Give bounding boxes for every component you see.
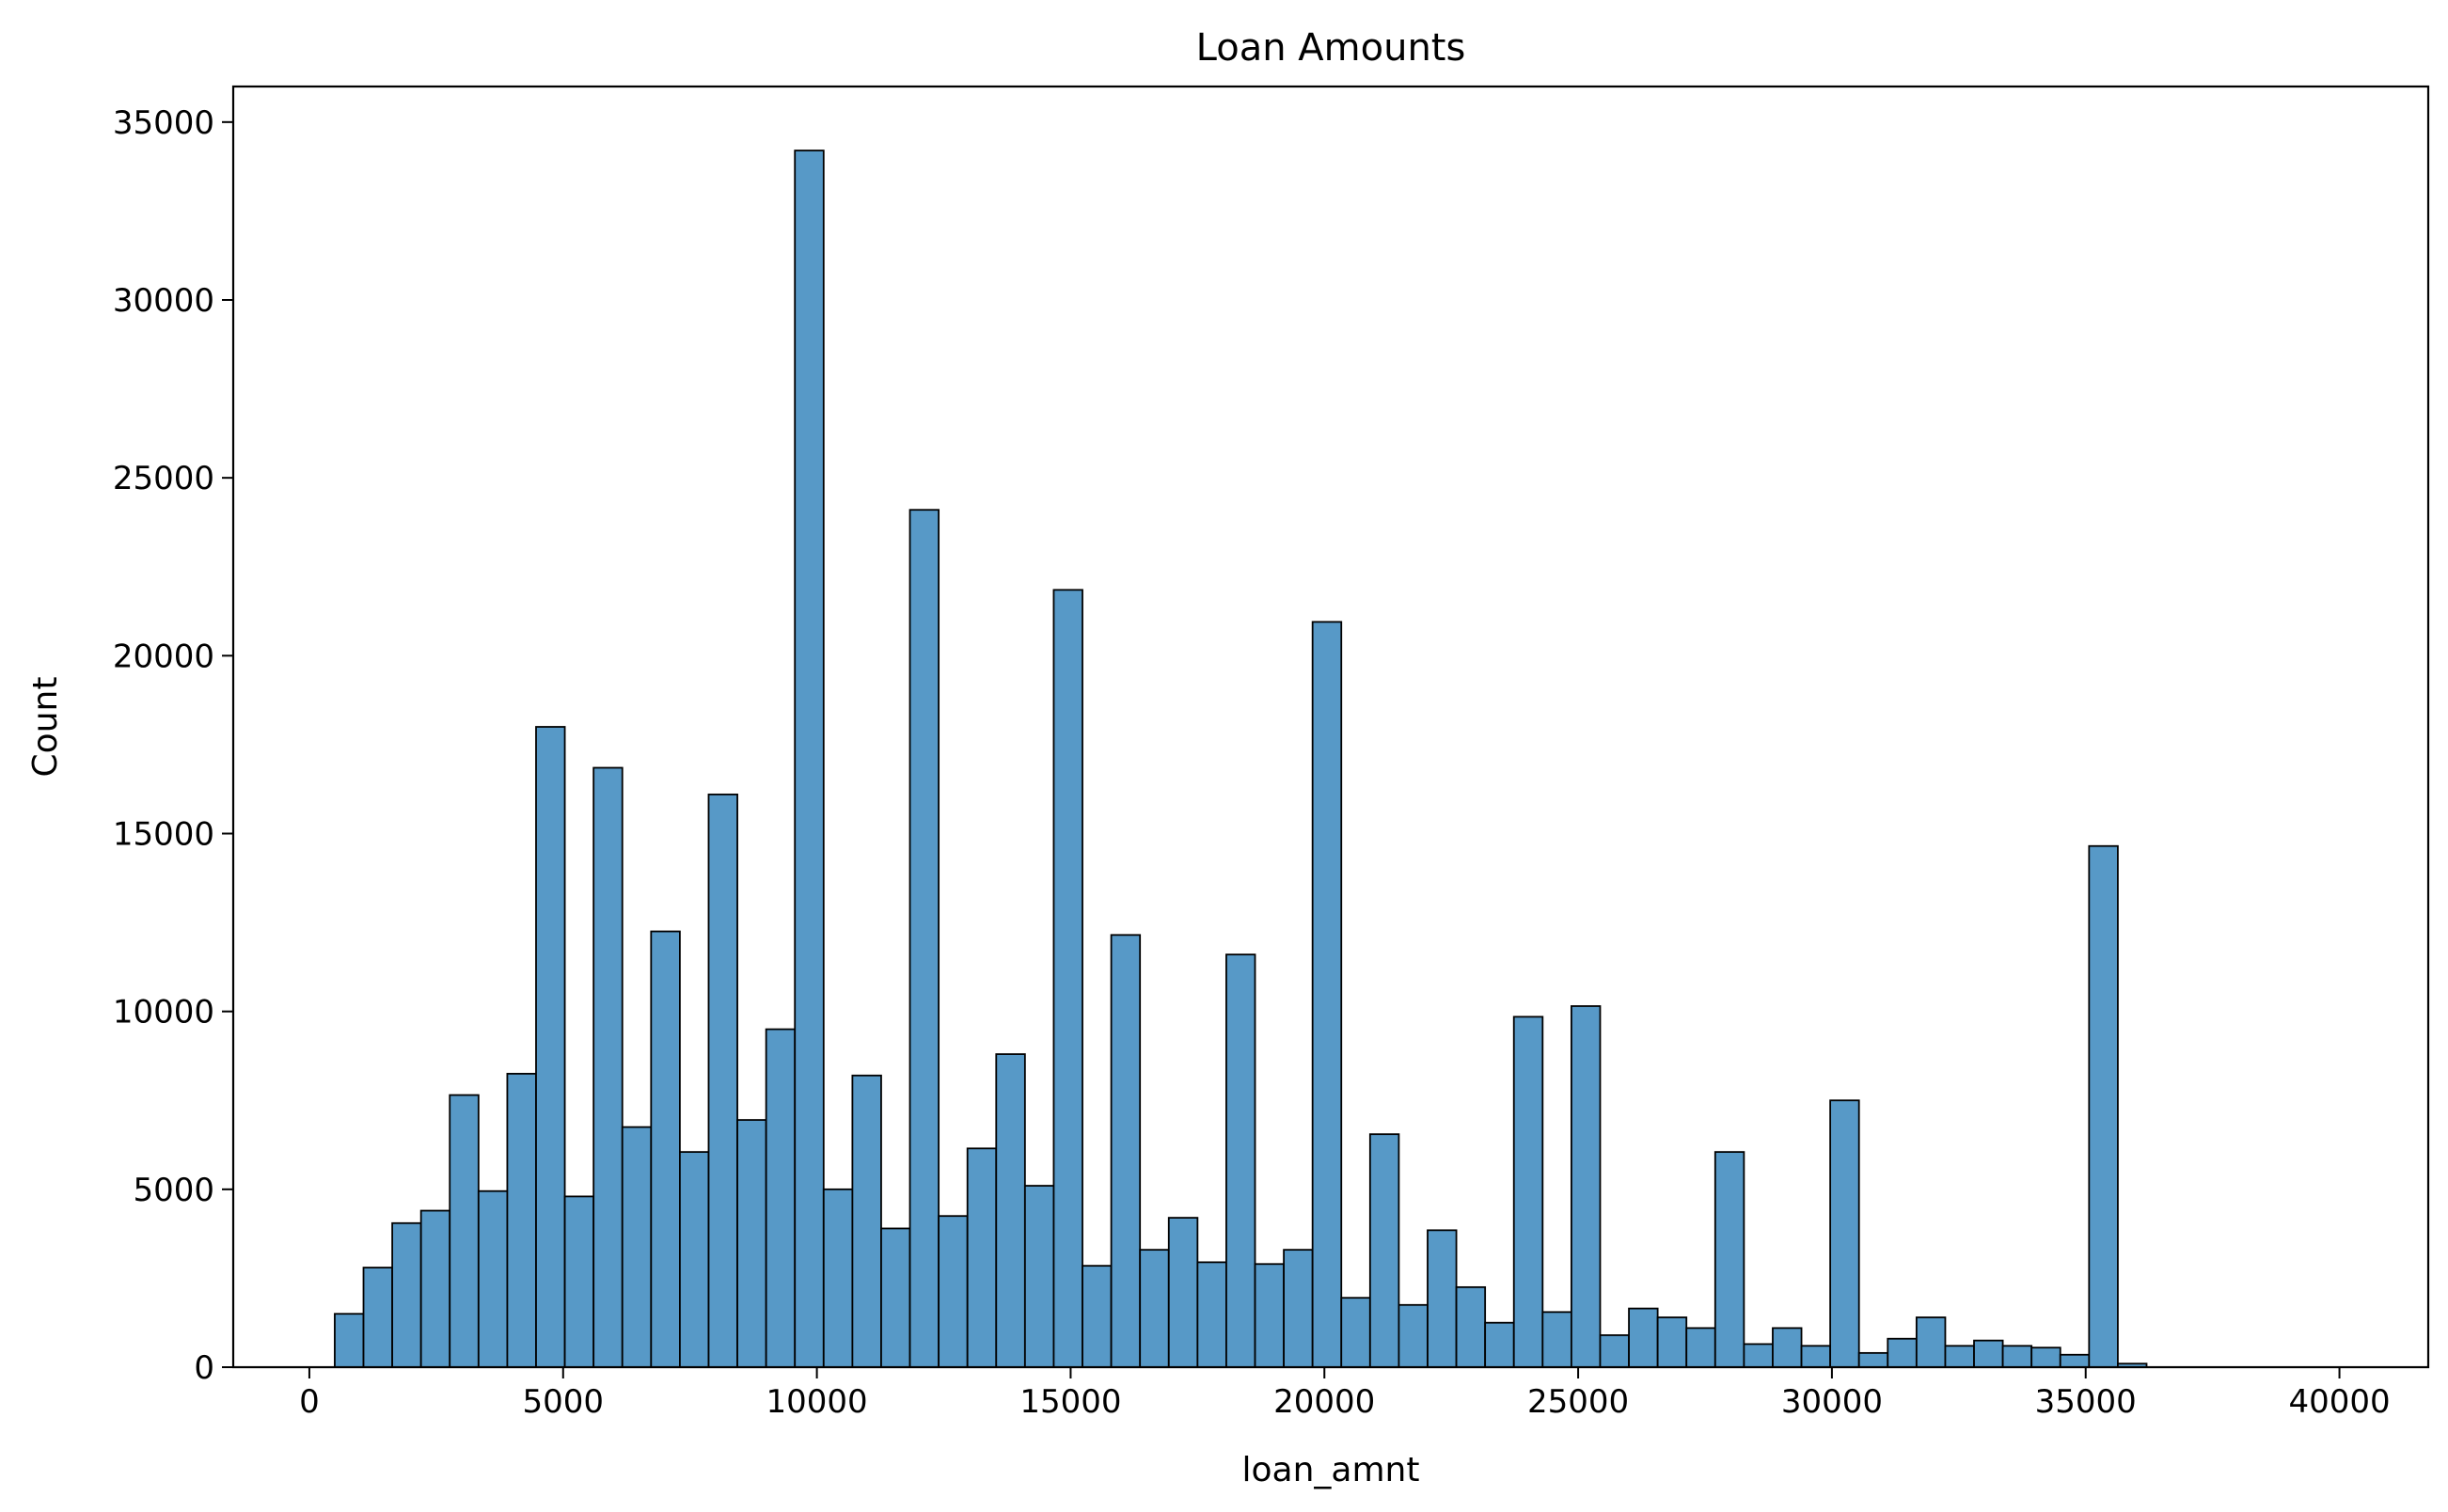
histogram-bar [1859, 1353, 1888, 1367]
x-tick-label: 0 [299, 1383, 320, 1421]
histogram-bar [651, 932, 680, 1367]
histogram-bar [1802, 1346, 1831, 1367]
y-tick-label: 15000 [113, 816, 214, 854]
histogram-bar [968, 1148, 997, 1367]
histogram-bar [2003, 1346, 2032, 1367]
histogram-bar [852, 1076, 881, 1367]
histogram-bar [392, 1223, 421, 1367]
histogram-bar [881, 1228, 910, 1367]
histogram-bar [1025, 1186, 1054, 1367]
histogram-bar [1313, 622, 1342, 1367]
histogram-bar [824, 1189, 853, 1367]
histogram-bar [623, 1127, 652, 1367]
y-tick-label: 5000 [133, 1172, 214, 1209]
y-tick-label: 20000 [113, 638, 214, 675]
histogram-bar [1256, 1264, 1285, 1367]
histogram-bar [1169, 1218, 1198, 1367]
histogram-bar [1341, 1298, 1370, 1367]
x-tick-label: 5000 [523, 1383, 605, 1421]
histogram-bar [1974, 1341, 2003, 1367]
y-tick-label: 25000 [113, 460, 214, 497]
x-axis-label: loan_amnt [1242, 1451, 1420, 1489]
histogram-bar [1715, 1152, 1745, 1367]
histogram-bar [2061, 1355, 2090, 1367]
y-tick-label: 10000 [113, 994, 214, 1032]
histogram-bar [680, 1152, 709, 1367]
histogram-bar [1773, 1328, 1802, 1367]
histogram-bar [1082, 1266, 1112, 1367]
y-axis-label: Count [26, 677, 65, 778]
chart-title: Loan Amounts [1196, 26, 1466, 70]
histogram-bar [1197, 1262, 1226, 1367]
histogram-bar [507, 1074, 536, 1367]
histogram-bar [364, 1268, 393, 1367]
x-tick-label: 35000 [2035, 1383, 2137, 1421]
histogram-bar [939, 1216, 968, 1367]
histogram-bar [450, 1095, 479, 1367]
histogram-bar [1370, 1134, 1399, 1367]
histogram-bar [479, 1191, 508, 1367]
y-tick-label: 35000 [113, 104, 214, 142]
histogram-bar [1053, 590, 1082, 1367]
histogram-bar [1600, 1335, 1629, 1367]
histogram-bar [1917, 1317, 1946, 1367]
histogram-bar [1398, 1305, 1428, 1367]
histogram-bar [1887, 1339, 1917, 1367]
histogram-bar [1284, 1250, 1313, 1367]
histogram-bar [910, 510, 940, 1367]
histogram-bar [1686, 1328, 1715, 1367]
histogram-bar [1945, 1346, 1974, 1367]
histogram-bar [1457, 1287, 1486, 1367]
y-tick-label: 0 [194, 1349, 214, 1387]
x-tick-label: 15000 [1019, 1383, 1121, 1421]
histogram-bar [2031, 1347, 2061, 1367]
histogram-bar [536, 727, 565, 1367]
y-tick-label: 30000 [113, 282, 214, 320]
histogram-bar [565, 1196, 594, 1367]
histogram-bar [1226, 954, 1256, 1367]
histogram-bar [1514, 1016, 1543, 1367]
histogram-bar [593, 768, 623, 1367]
x-tick-label: 25000 [1527, 1383, 1629, 1421]
x-tick-label: 40000 [2288, 1383, 2390, 1421]
histogram-bar [795, 150, 824, 1367]
histogram-bar [1112, 935, 1141, 1367]
x-tick-label: 20000 [1273, 1383, 1375, 1421]
histogram-bar [1485, 1323, 1514, 1367]
histogram-bar [1140, 1250, 1169, 1367]
histogram-bar [737, 1120, 766, 1367]
histogram-bar [708, 795, 737, 1367]
histogram-bar [1571, 1006, 1601, 1367]
histogram-bar [1629, 1309, 1658, 1367]
histogram-bar [1428, 1230, 1457, 1367]
x-tick-label: 10000 [766, 1383, 868, 1421]
histogram-bar [1744, 1344, 1773, 1367]
histogram-bar [1542, 1312, 1571, 1367]
histogram-bar [1830, 1100, 1859, 1367]
histogram-bar [335, 1314, 364, 1367]
histogram-bar [1658, 1317, 1687, 1367]
histogram-bar [2089, 846, 2118, 1367]
histogram-bar [766, 1030, 796, 1367]
x-tick-label: 30000 [1781, 1383, 1883, 1421]
histogram-bar [421, 1211, 450, 1367]
histogram-bar [996, 1054, 1025, 1367]
